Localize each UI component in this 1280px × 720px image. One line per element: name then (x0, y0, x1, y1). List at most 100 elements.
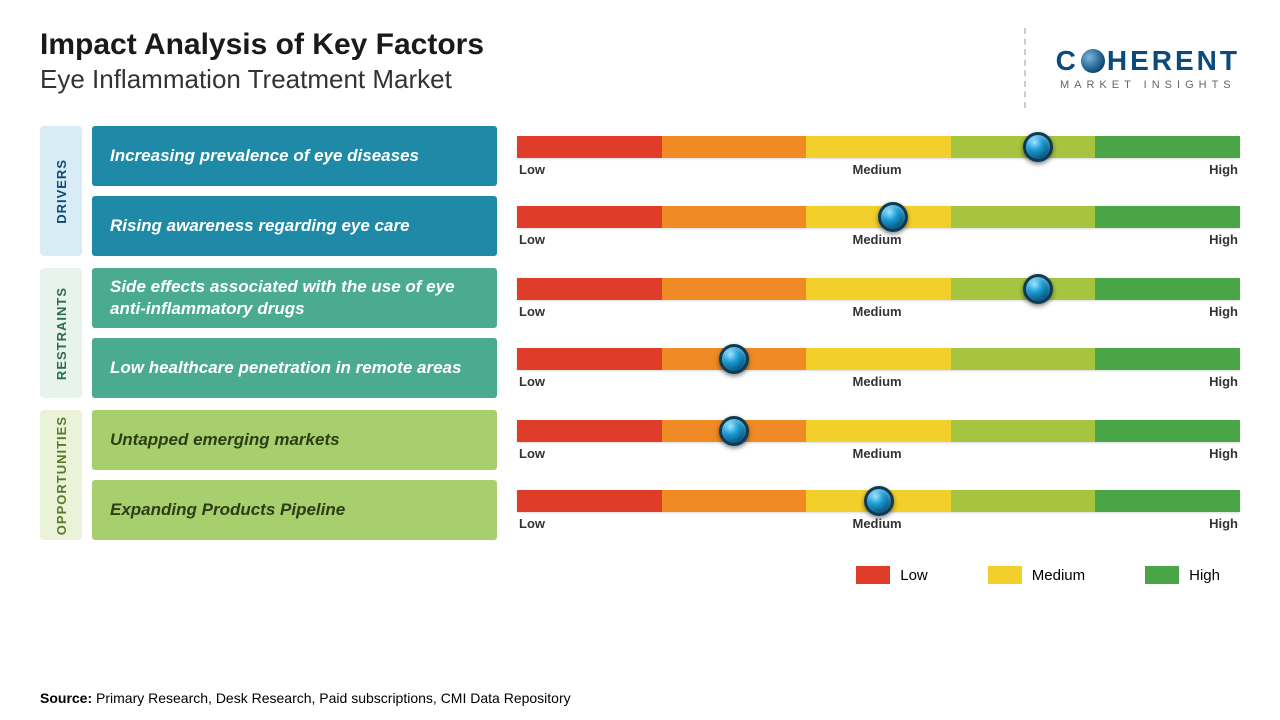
scale-marker (1023, 274, 1053, 304)
brand-pre: C (1056, 45, 1079, 77)
factor-row: Untapped emerging markets Low Medium High (92, 410, 1240, 470)
scale-segment (1095, 278, 1240, 300)
group-tab-label: OPPORTUNITIES (54, 416, 69, 535)
scale-axis-labels: LowMediumHigh (517, 304, 1240, 319)
legend-label: Low (900, 567, 928, 584)
factor-label: Increasing prevalence of eye diseases (92, 126, 497, 186)
factor-label: Rising awareness regarding eye care (92, 196, 497, 256)
group-rows: Side effects associated with the use of … (92, 268, 1240, 398)
brand-name: C HERENT (1056, 45, 1240, 77)
content-area: DRIVERS Increasing prevalence of eye dise… (0, 118, 1280, 540)
scale-segment (951, 490, 1096, 512)
group-rows: Untapped emerging marketsLowMediumHighEx… (92, 410, 1240, 540)
scale-bar (517, 278, 1240, 300)
scale-bar (517, 348, 1240, 370)
legend: Low Medium High (0, 552, 1280, 584)
impact-scale: Low Medium High (517, 480, 1240, 540)
factor-label: Untapped emerging markets (92, 410, 497, 470)
scale-marker (878, 202, 908, 232)
scale-segment (806, 348, 951, 370)
factor-group: OPPORTUNITIES Untapped emerging markets Lo… (40, 410, 1240, 540)
scale-marker (719, 344, 749, 374)
scale-marker (1023, 132, 1053, 162)
impact-scale: Low Medium High (517, 338, 1240, 398)
factor-row: Increasing prevalence of eye diseases Low… (92, 126, 1240, 186)
scale-segment (1095, 136, 1240, 158)
brand-post: HERENT (1107, 45, 1240, 77)
factor-row: Low healthcare penetration in remote are… (92, 338, 1240, 398)
scale-segment (517, 278, 662, 300)
scale-segment (806, 278, 951, 300)
scale-segment (1095, 490, 1240, 512)
scale-segment (806, 136, 951, 158)
group-tab: OPPORTUNITIES (40, 410, 82, 540)
scale-segment (662, 278, 807, 300)
source-note: Source: Primary Research, Desk Research,… (40, 690, 571, 706)
scale-axis-label: Medium (852, 162, 901, 177)
group-rows: Increasing prevalence of eye diseases Low… (92, 126, 1240, 256)
scale-axis-label: Low (519, 516, 545, 531)
factor-group: RESTRAINTS Side effects associated with t… (40, 268, 1240, 398)
source-label: Source: (40, 690, 92, 706)
impact-scale: Low Medium High (517, 410, 1240, 470)
page-title: Impact Analysis of Key Factors (40, 28, 484, 62)
factor-row: Rising awareness regarding eye care Low Me… (92, 196, 1240, 256)
scale-segment (517, 136, 662, 158)
group-tab: RESTRAINTS (40, 268, 82, 398)
scale-axis-label: Low (519, 446, 545, 461)
scale-axis-label: High (1209, 374, 1238, 389)
scale-axis-label: Medium (852, 304, 901, 319)
factor-label: Side effects associated with the use of … (92, 268, 497, 328)
globe-icon (1081, 49, 1105, 73)
group-tab-label: DRIVERS (54, 159, 69, 224)
factor-group: DRIVERS Increasing prevalence of eye dise… (40, 126, 1240, 256)
scale-segment (662, 136, 807, 158)
group-tab: DRIVERS (40, 126, 82, 256)
scale-axis-label: Medium (852, 374, 901, 389)
scale-axis-labels: Low Medium High (517, 516, 1240, 531)
source-text: Primary Research, Desk Research, Paid su… (96, 690, 571, 706)
scale-marker (864, 486, 894, 516)
legend-item: High (1145, 566, 1220, 584)
scale-segment (662, 490, 807, 512)
impact-scale: Low Medium High (517, 196, 1240, 256)
legend-label: Medium (1032, 567, 1085, 584)
scale-segment (662, 206, 807, 228)
factor-label: Low healthcare penetration in remote are… (92, 338, 497, 398)
scale-segment (517, 490, 662, 512)
legend-label: High (1189, 567, 1220, 584)
group-tab-label: RESTRAINTS (54, 287, 69, 380)
scale-axis-label: High (1209, 516, 1238, 531)
legend-swatch (1145, 566, 1179, 584)
scale-axis-labels: Low Medium High (517, 232, 1240, 247)
scale-axis-label: High (1209, 232, 1238, 247)
scale-axis-label: High (1209, 304, 1238, 319)
scale-segment (1095, 420, 1240, 442)
scale-bar (517, 420, 1240, 442)
scale-axis-label: Medium (852, 232, 901, 247)
scale-axis-label: Low (519, 374, 545, 389)
scale-axis-label: High (1209, 446, 1238, 461)
factor-row: Expanding Products Pipeline Low Medium High (92, 480, 1240, 540)
scale-axis-label: Low (519, 162, 545, 177)
scale-segment (951, 206, 1096, 228)
impact-scale: Low Medium High (517, 126, 1240, 186)
page-subtitle: Eye Inflammation Treatment Market (40, 64, 484, 95)
title-block: Impact Analysis of Key Factors Eye Infla… (40, 28, 484, 95)
scale-segment (951, 420, 1096, 442)
scale-axis-labels: Low Medium High (517, 374, 1240, 389)
scale-bar (517, 206, 1240, 228)
scale-axis-label: Low (519, 232, 545, 247)
scale-axis-label: Medium (852, 516, 901, 531)
scale-marker (719, 416, 749, 446)
factor-row: Side effects associated with the use of … (92, 268, 1240, 328)
legend-item: Low (856, 566, 928, 584)
factor-label: Expanding Products Pipeline (92, 480, 497, 540)
scale-axis-label: High (1209, 162, 1238, 177)
scale-segment (1095, 348, 1240, 370)
scale-segment (806, 420, 951, 442)
scale-axis-label: Medium (852, 446, 901, 461)
scale-segment (951, 348, 1096, 370)
scale-axis-labels: Low Medium High (517, 446, 1240, 461)
legend-swatch (988, 566, 1022, 584)
